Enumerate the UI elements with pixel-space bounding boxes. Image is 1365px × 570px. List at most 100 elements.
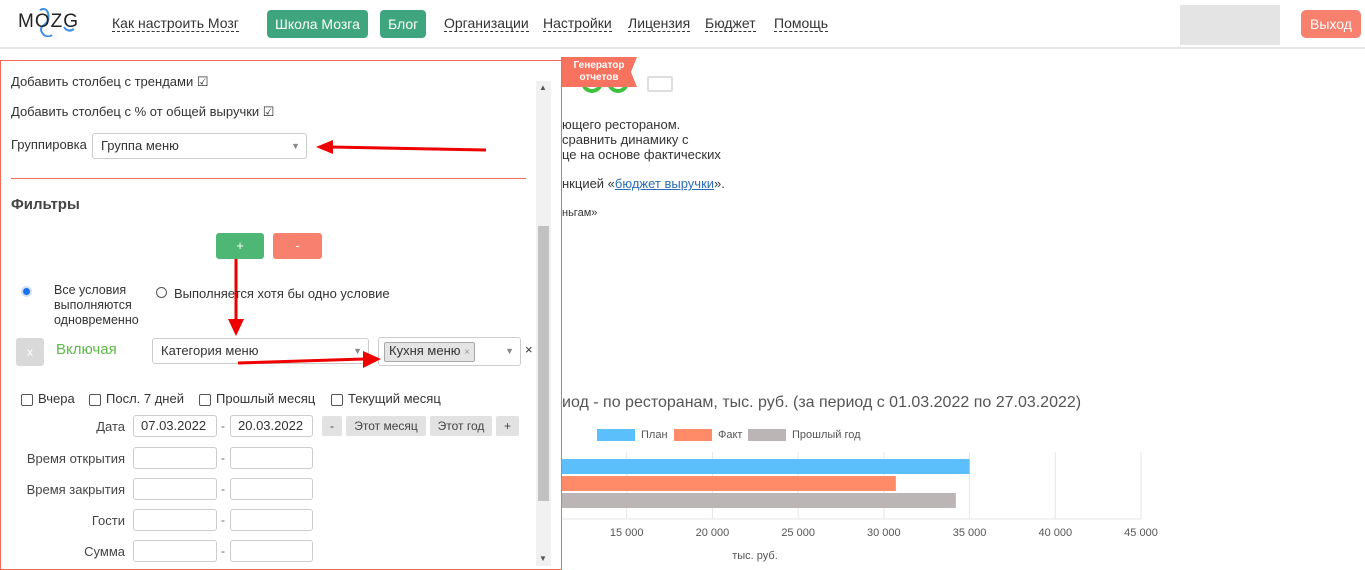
sum-from[interactable] — [133, 540, 217, 562]
grouping-value: Группа меню — [101, 138, 179, 153]
quick-last-7-days[interactable]: Посл. 7 дней — [89, 391, 184, 406]
desc-line: нкцией «бюджет выручки». — [562, 176, 725, 191]
open-time-to[interactable] — [230, 447, 313, 469]
x-tick-label: 35 000 — [953, 527, 987, 539]
report-generator-badge[interactable]: Генератор отчетов — [561, 57, 637, 87]
nav-school-button[interactable]: Школа Мозга — [267, 10, 368, 38]
logout-button[interactable]: Выход — [1301, 10, 1361, 38]
scroll-up-icon[interactable]: ▲ — [539, 83, 547, 92]
open-time-from[interactable] — [133, 447, 217, 469]
grouping-select[interactable]: Группа меню ▼ — [92, 133, 307, 159]
radio-all-label: Все условия выполняются одновременно — [54, 283, 139, 327]
radio-any-label: Выполняется хотя бы одно условие — [174, 286, 390, 301]
filter-field-value: Категория меню — [161, 343, 259, 358]
nav-license[interactable]: Лицензия — [628, 15, 691, 32]
guests-to[interactable] — [230, 509, 313, 531]
date-label: Дата — [96, 419, 125, 434]
desc-text: нкцией « — [562, 176, 615, 191]
nav-how-to-setup[interactable]: Как настроить Мозг — [112, 15, 239, 32]
nav-settings[interactable]: Настройки — [543, 15, 612, 32]
remove-filter-button[interactable]: - — [273, 233, 322, 259]
radio-all-conditions[interactable] — [21, 286, 32, 297]
x-tick-label: 20 000 — [696, 527, 730, 539]
filter-values-select[interactable]: Кухня меню × ▼ — [378, 337, 521, 366]
logo-mark-icon — [39, 8, 75, 37]
top-nav: MOZG Как настроить Мозг Школа Мозга Блог… — [0, 0, 1365, 49]
checkbox[interactable] — [21, 393, 33, 406]
legend-label: План — [641, 429, 668, 441]
remove-tag-icon[interactable]: × — [464, 347, 470, 358]
date-prev-button[interactable]: - — [322, 416, 342, 436]
grouping-label: Группировка — [11, 137, 87, 152]
bar-fact — [541, 476, 896, 491]
budget-link[interactable]: бюджет выручки — [614, 176, 715, 191]
close-time-label: Время закрытия — [26, 482, 125, 497]
legend-item[interactable]: План — [597, 429, 668, 441]
quick-current-month[interactable]: Текущий месяц — [331, 391, 441, 406]
checkbox-checked-icon[interactable]: ☑ — [262, 104, 275, 119]
nav-help[interactable]: Помощь — [774, 15, 829, 32]
nav-blog-button[interactable]: Блог — [380, 10, 427, 38]
range-separator: - — [221, 482, 225, 496]
delete-condition-button[interactable]: x — [16, 338, 44, 366]
filter-tag: Кухня меню × — [384, 342, 475, 362]
trend-column-option[interactable]: Добавить столбец с трендами ☑ — [11, 74, 209, 90]
close-time-to[interactable] — [230, 478, 313, 500]
legend-item[interactable]: Прошлый год — [748, 429, 861, 441]
this-month-button[interactable]: Этот месяц — [346, 416, 426, 436]
chevron-down-icon: ▼ — [353, 346, 362, 356]
date-from-input[interactable]: 07.03.2022 — [133, 415, 217, 437]
divider — [11, 178, 526, 179]
nav-budget[interactable]: Бюджет — [705, 15, 756, 32]
add-filter-button[interactable]: + — [216, 233, 264, 259]
radio-any-condition[interactable] — [156, 287, 167, 298]
quick-last-month[interactable]: Прошлый месяц — [199, 391, 315, 406]
x-tick-label: 25 000 — [781, 527, 815, 539]
scrollbar[interactable]: ▲ ▼ — [536, 81, 551, 566]
filter-tag-label: Кухня меню — [389, 343, 461, 358]
nav-organizations[interactable]: Организации — [444, 15, 529, 32]
trend-column-label: Добавить столбец с трендами — [11, 74, 194, 89]
quick-label: Вчера — [38, 391, 75, 406]
close-time-from[interactable] — [133, 478, 217, 500]
filters-title: Фильтры — [11, 196, 80, 213]
percent-column-option[interactable]: Добавить столбец с % от общей выручки ☑ — [11, 104, 274, 120]
date-to-input[interactable]: 20.03.2022 — [230, 415, 313, 437]
range-separator: - — [221, 419, 225, 433]
date-next-button[interactable]: + — [496, 416, 519, 436]
checkbox[interactable] — [89, 393, 101, 406]
clear-values-icon[interactable]: × — [525, 342, 533, 357]
checkbox-checked-icon[interactable]: ☑ — [196, 74, 209, 89]
guests-label: Гости — [91, 513, 125, 528]
desc-line: ньгам» — [562, 207, 598, 219]
chart-icon — [580, 82, 632, 98]
open-time-label: Время открытия — [26, 451, 125, 466]
x-tick-label: 45 000 — [1124, 527, 1158, 539]
chart-title: иод - по ресторанам, тыс. руб. (за перио… — [562, 394, 1082, 411]
scrollbar-thumb[interactable] — [538, 226, 549, 501]
legend-swatch — [748, 429, 786, 441]
sum-to[interactable] — [230, 540, 313, 562]
annotation-arrow — [228, 259, 244, 336]
percent-column-label: Добавить столбец с % от общей выручки — [11, 104, 260, 119]
guests-from[interactable] — [133, 509, 217, 531]
report-settings-panel: Добавить столбец с трендами ☑ Добавить с… — [0, 60, 562, 570]
mozg-logo[interactable]: MOZG — [18, 8, 79, 37]
bar-last-year — [541, 493, 956, 508]
quick-yesterday[interactable]: Вчера — [21, 391, 75, 406]
legend-item[interactable]: Факт — [674, 429, 742, 441]
legend-swatch — [674, 429, 712, 441]
range-separator: - — [221, 451, 225, 465]
annotation-arrow — [316, 140, 487, 154]
this-year-button[interactable]: Этот год — [430, 416, 492, 436]
desc-line: сравнить динамику с — [562, 132, 689, 147]
range-separator: - — [221, 544, 225, 558]
checkbox[interactable] — [199, 393, 211, 406]
avatar[interactable] — [1180, 5, 1280, 45]
x-tick-label: 30 000 — [867, 527, 901, 539]
quick-label: Прошлый месяц — [216, 391, 316, 406]
checkbox[interactable] — [331, 393, 343, 406]
scroll-down-icon[interactable]: ▼ — [539, 554, 547, 563]
laptop-icon — [647, 76, 673, 92]
